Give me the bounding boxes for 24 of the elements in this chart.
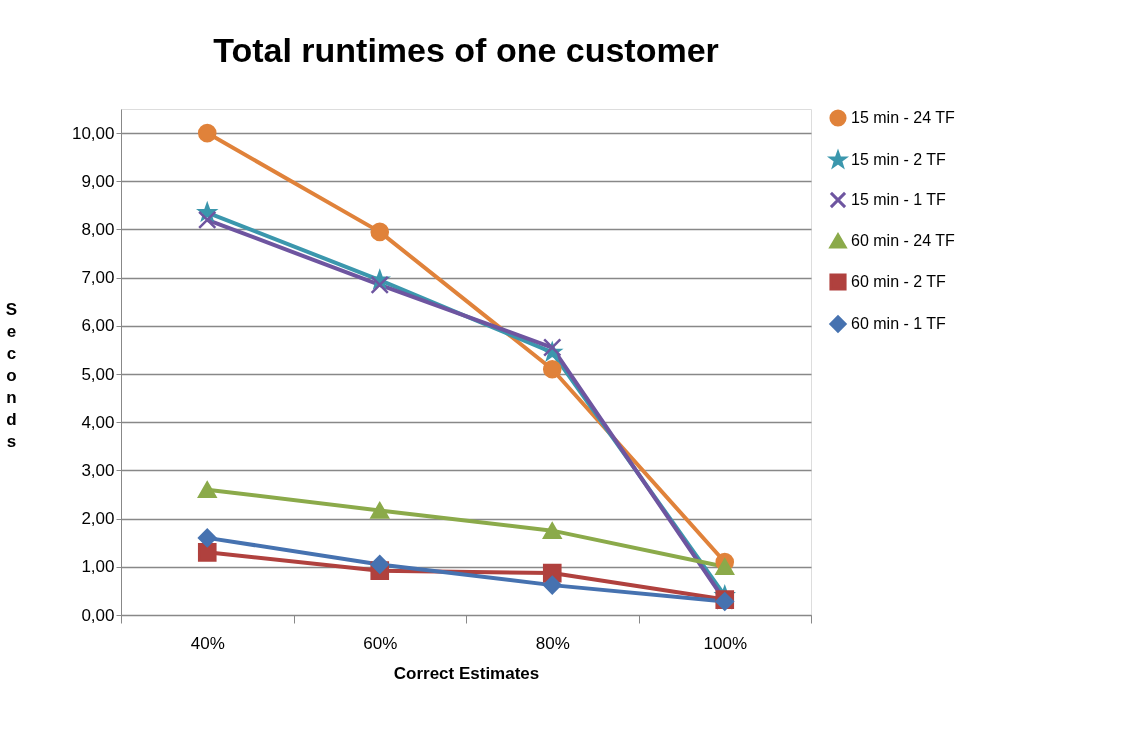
y-tick-label: 6,00 — [81, 316, 115, 336]
y-tick-label: 7,00 — [81, 268, 115, 288]
legend-label: 15 min - 2 TF — [851, 151, 947, 168]
x-tick-label: 100% — [703, 633, 747, 653]
y-axis-title: Seconds — [5, 299, 18, 451]
y-tick-label: 2,00 — [81, 509, 115, 529]
x-tick-label: 60% — [363, 633, 398, 653]
y-tick-label: 0,00 — [81, 605, 115, 625]
legend-label: 60 min - 24 TF — [851, 232, 955, 249]
y-tick-label: 10,00 — [71, 123, 115, 143]
legend-label: 15 min - 1 TF — [851, 191, 947, 208]
legend-label: 60 min - 2 TF — [851, 273, 947, 290]
y-tick-label: 3,00 — [81, 460, 115, 480]
legend-label: 60 min - 1 TF — [851, 315, 947, 332]
x-tick-label: 80% — [535, 633, 570, 653]
y-tick-label: 8,00 — [81, 219, 115, 239]
y-tick-label: 1,00 — [81, 557, 115, 577]
x-tick-label: 40% — [190, 633, 225, 653]
legend-label: 15 min - 24 TF — [851, 109, 955, 126]
chart-title: Total runtimes of one customer — [213, 31, 719, 69]
y-tick-label: 5,00 — [81, 364, 115, 384]
y-tick-label: 9,00 — [81, 171, 115, 191]
x-axis-title: Correct Estimates — [393, 663, 540, 683]
y-tick-label: 4,00 — [81, 412, 115, 432]
